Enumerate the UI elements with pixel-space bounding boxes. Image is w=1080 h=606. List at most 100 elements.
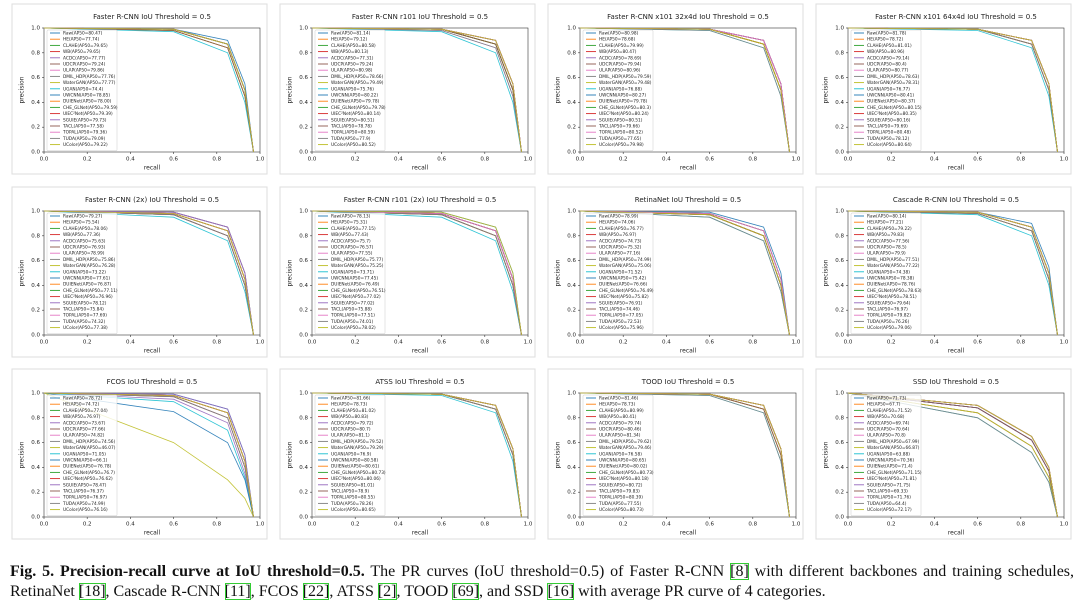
legend-label: CHE_GLNet(AP50=77.11) — [63, 288, 118, 294]
x-tick-label: 0.6 — [437, 522, 446, 528]
citation: [22] — [302, 583, 330, 600]
panel-title: ATSS IoU Threshold = 0.5 — [375, 378, 464, 386]
y-tick-label: 0.8 — [835, 415, 844, 421]
y-axis-label: precision — [823, 441, 830, 468]
y-tick-label: 1.0 — [835, 26, 844, 32]
legend-label: DUIENet(AP50=76.78) — [63, 464, 112, 470]
panel-title: FCOS IoU Threshold = 0.5 — [107, 378, 198, 386]
legend-label: CLAHE(AP50=71.52) — [867, 408, 912, 414]
y-tick-label: 0.6 — [567, 258, 576, 264]
x-tick-label: 0.0 — [40, 157, 49, 163]
legend-label: HE(AP50=74.72) — [63, 402, 100, 408]
legend-label: CHE_GLNet(AP50=71.15) — [867, 470, 922, 476]
caption-label: Fig. 5. — [10, 563, 55, 580]
legend-label: WaterGAN(AP50=77.22) — [867, 263, 920, 269]
legend-label: TOPAL(AP50=80.59) — [330, 130, 375, 136]
y-tick-label: 0.6 — [31, 258, 40, 264]
legend-label: UWCNN(AP50=70.36) — [867, 458, 914, 464]
panel-title: Faster R-CNN x101 64x4d IoU Threshold = … — [875, 13, 1037, 21]
y-tick-label: 0.4 — [567, 100, 576, 106]
legend-label: DUIENet(AP50=79.78) — [599, 99, 648, 105]
legend-label: SGUIE(AP50=79.73) — [63, 117, 107, 123]
y-tick-label: 0.8 — [299, 50, 308, 56]
legend-label: TUDA(AP50=74.99) — [62, 501, 106, 507]
x-tick-label: 1.0 — [1060, 522, 1069, 528]
legend-label: UColor(AP50=80.73) — [599, 507, 644, 513]
citation: [16] — [547, 583, 575, 600]
citation: [18] — [78, 583, 106, 600]
legend-label: UGAN(AP50=73.22) — [63, 269, 106, 275]
x-tick-label: 1.0 — [1060, 157, 1069, 163]
pr-curve — [847, 27, 1058, 153]
legend-label: CLAHE(AP50=79.22) — [867, 226, 912, 232]
plot-area — [579, 27, 797, 153]
plot-area — [43, 27, 261, 153]
x-tick-label: 0.0 — [576, 522, 585, 528]
legend-label: CLAHE(AP50=80.58) — [331, 43, 376, 49]
legend-label: TOPAL(AP50=71.76) — [866, 495, 911, 501]
figure: Faster R-CNN IoU Threshold = 0.5 0.0 0.2 0.… — [11, 3, 1072, 540]
legend-label: WB(AP50=79.83) — [867, 232, 905, 238]
legend-label: SGUIE(AP50=81.01) — [331, 482, 375, 488]
legend-label: Raw(AP50=78.72) — [63, 396, 103, 402]
legend-label: ACDC(AP50=77.56) — [867, 238, 910, 244]
legend-label: ULAP(AP50=79.86) — [63, 68, 105, 74]
panel-title: Faster R-CNN (2x) IoU Threshold = 0.5 — [85, 196, 219, 204]
caption-text: , and SSD — [479, 583, 548, 600]
x-tick-label: 0.0 — [844, 157, 853, 163]
legend-label: UWCNN(AP50=77.45) — [331, 276, 378, 282]
x-tick-label: 0.8 — [212, 522, 221, 528]
y-tick-label: 0.0 — [567, 150, 576, 156]
x-tick-label: 0.2 — [351, 157, 360, 163]
legend-label: UIEC²Net(AP50=80.35) — [867, 111, 917, 117]
pr-curve — [311, 392, 522, 518]
legend-label: HE(AP50=78.73) — [599, 402, 636, 408]
pr-curve — [43, 27, 254, 153]
legend-label: WB(AP50=76.97) — [63, 414, 101, 420]
legend-label: TACL(AP50=76.97) — [866, 307, 908, 313]
y-tick-label: 0.6 — [299, 258, 308, 264]
y-tick-label: 0.0 — [31, 150, 40, 156]
x-tick-label: 1.0 — [792, 340, 801, 346]
legend-label: HE(AP50=78.72) — [867, 37, 904, 43]
legend-box — [314, 212, 386, 335]
legend-label: CLAHE(AP50=81.01) — [867, 43, 912, 49]
y-tick-label: 1.0 — [567, 26, 576, 32]
y-tick-label: 0.0 — [31, 515, 40, 521]
x-tick-label: 1.0 — [256, 340, 265, 346]
x-tick-label: 1.0 — [524, 157, 533, 163]
legend-label: TOPAL(AP50=76.97) — [62, 495, 107, 501]
legend-label: DMIL_HDP(AP50=67.99) — [867, 439, 920, 445]
legend-label: CLAHE(AP50=77.15) — [331, 226, 376, 232]
y-tick-label: 1.0 — [299, 391, 308, 397]
legend-label: CHE_GLNet(AP50=76.49) — [599, 288, 654, 294]
x-tick-label: 0.6 — [437, 340, 446, 346]
legend-label: TOPAL(AP50=80.39) — [598, 495, 643, 501]
legend-label: DMIL_HDP(AP50=74.56) — [63, 439, 116, 445]
legend-label: UGAN(AP50=63.88) — [867, 451, 910, 457]
legend-label: UGAN(AP50=74.4) — [63, 86, 103, 92]
x-tick-label: 0.4 — [662, 340, 671, 346]
legend-label: Raw(AP50=80.98) — [599, 31, 639, 37]
legend-label: UDCP(AP50=80.4) — [867, 62, 907, 68]
y-tick-label: 0.8 — [31, 415, 40, 421]
y-tick-label: 0.6 — [567, 75, 576, 81]
x-tick-label: 0.0 — [308, 522, 317, 528]
legend-label: UWCNN(AP50=80.22) — [331, 93, 378, 99]
x-tick-label: 0.6 — [169, 157, 178, 163]
legend-label: CHE_GLNet(AP50=80.73) — [599, 470, 654, 476]
y-tick-label: 0.4 — [31, 100, 40, 106]
x-tick-label: 0.8 — [212, 157, 221, 163]
legend-label: UDCP(AP50=77.66) — [63, 427, 106, 433]
x-tick-label: 0.6 — [973, 157, 982, 163]
caption: Fig. 5. Precision-recall curve at IoU th… — [10, 562, 1074, 602]
y-axis-label: precision — [287, 76, 294, 103]
legend-label: DUIENet(AP50=76.87) — [63, 282, 112, 288]
legend-label: UGAN(AP50=76.9) — [331, 451, 371, 457]
y-tick-label: 1.0 — [835, 209, 844, 215]
pr-curve — [579, 210, 790, 336]
legend-label: CHE_GLNet(AP50=80.73) — [331, 470, 386, 476]
x-tick-label: 0.0 — [40, 522, 49, 528]
legend-label: WaterGAN(AP50=75.06) — [599, 263, 652, 269]
legend-label: TOPAL(AP50=80.52) — [598, 130, 643, 136]
